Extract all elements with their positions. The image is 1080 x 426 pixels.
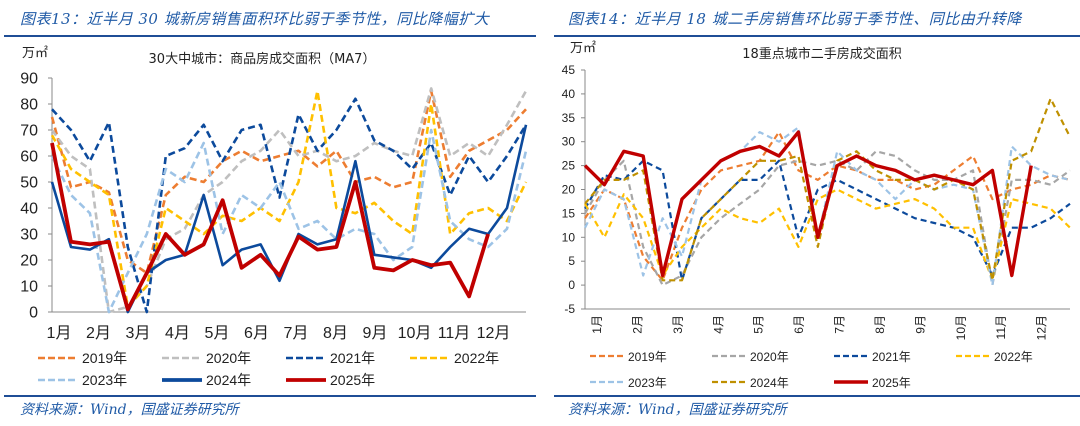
y-tick-label: 20 <box>20 252 38 269</box>
x-tick-label: 5月 <box>752 315 766 334</box>
x-tick-label: 6月 <box>244 325 269 342</box>
series-line-2023 <box>584 126 1071 287</box>
legend-label-2020: 2020年 <box>206 350 251 366</box>
x-tick-label: 12月 <box>477 325 511 342</box>
x-tick-label: 1月 <box>47 325 72 342</box>
y-tick-label: 50 <box>20 174 38 191</box>
series-line-2021 <box>51 97 528 314</box>
y-tick-label: 20 <box>562 183 576 197</box>
y-tick-label: 45 <box>562 63 576 77</box>
legend-label-2023: 2023年 <box>628 376 667 390</box>
x-tick-label: 1月 <box>590 315 604 334</box>
legend-label-2019: 2019年 <box>628 350 667 364</box>
y-tick-label: 30 <box>562 135 576 149</box>
chart-panel-second-hand: 图表14：近半月 18 城二手房销售环比弱于季节性、同比由升转降 万㎡ 18重点城… <box>540 0 1080 426</box>
x-tick-label: 3月 <box>126 325 151 342</box>
x-tick-label: 10月 <box>398 325 432 342</box>
legend-label-2021: 2021年 <box>330 350 375 366</box>
x-tick-label: 6月 <box>792 315 806 334</box>
y-tick-label: 90 <box>20 70 38 87</box>
legend-label-2025: 2025年 <box>872 376 911 390</box>
chart-second-hand-svg: 万㎡ 18重点城市二手房成交面积 -5 0 5 10 15 20 25 30 35 40 45 1月 2月 3… <box>562 41 1071 390</box>
series-line-2025 <box>50 142 490 312</box>
x-tick-label: 8月 <box>873 315 887 334</box>
y-tick-label: 70 <box>20 122 38 139</box>
series-line-2020 <box>584 150 1071 287</box>
x-tick-label: 2月 <box>630 315 644 334</box>
legend-label-2021: 2021年 <box>872 350 911 364</box>
series-line-2019 <box>50 89 527 275</box>
source-rule <box>4 395 536 397</box>
x-tick-label: 12月 <box>1035 315 1049 340</box>
series-line-2022 <box>584 188 1071 282</box>
legend-label-2024: 2024年 <box>750 376 789 390</box>
x-tick-label: 5月 <box>205 325 230 342</box>
y-tick-label: -5 <box>564 302 575 316</box>
chart-title: 30大中城市：商品房成交面积（MA7） <box>149 51 376 67</box>
y-tick-label: 40 <box>562 87 576 101</box>
legend-label-2023: 2023年 <box>82 372 127 388</box>
x-tick-label: 4月 <box>165 325 190 342</box>
title-rule <box>554 35 1080 37</box>
source-note: 资料来源：Wind，国盛证券研究所 <box>20 402 239 418</box>
x-tick-label: 10月 <box>954 315 968 340</box>
legend-label-2025: 2025年 <box>330 372 375 388</box>
x-tick-label: 9月 <box>363 325 388 342</box>
x-tick-label: 9月 <box>913 315 927 334</box>
series-line-2023 <box>50 128 528 314</box>
source-note: 资料来源：Wind，国盛证券研究所 <box>568 402 787 418</box>
x-tick-label: 11月 <box>438 325 471 342</box>
x-tick-label: 11月 <box>994 315 1008 339</box>
figure-title: 图表14：近半月 18 城二手房销售环比弱于季节性、同比由升转降 <box>568 10 1022 28</box>
y-axis-unit: 万㎡ <box>22 46 48 61</box>
legend-label-2022: 2022年 <box>454 350 499 366</box>
x-tick-label: 7月 <box>284 325 309 342</box>
y-tick-label: 15 <box>562 206 576 220</box>
y-tick-label: 0 <box>29 304 38 321</box>
legend-label-2020: 2020年 <box>750 350 789 364</box>
y-tick-label: 25 <box>562 159 576 173</box>
chart-new-homes-svg: 万㎡ 30大中城市：商品房成交面积（MA7） 0 10 20 30 40 50 60 70 80 90… <box>20 46 528 388</box>
y-tick-label: 30 <box>20 226 38 243</box>
y-tick-label: 60 <box>20 148 38 165</box>
y-tick-label: 0 <box>568 278 575 292</box>
source-rule <box>554 395 1080 397</box>
series-line-2024 <box>584 97 1071 282</box>
y-tick-label: 35 <box>562 111 576 125</box>
y-tick-label: 5 <box>568 254 575 268</box>
x-tick-label: 8月 <box>323 325 348 342</box>
y-tick-label: 40 <box>20 200 38 217</box>
figure-title: 图表13：近半月 30 城新房销售面积环比弱于季节性，同比降幅扩大 <box>20 10 490 28</box>
x-tick-label: 3月 <box>671 315 685 334</box>
x-tick-label: 4月 <box>711 315 725 334</box>
y-tick-label: 10 <box>20 278 38 295</box>
y-axis-unit: 万㎡ <box>570 41 596 56</box>
y-tick-label: 80 <box>20 96 38 113</box>
chart-title: 18重点城市二手房成交面积 <box>742 46 902 62</box>
y-tick-label: 10 <box>562 230 576 244</box>
legend-label-2024: 2024年 <box>206 372 251 388</box>
x-tick-label: 2月 <box>86 325 111 342</box>
title-rule <box>4 35 536 37</box>
series-line-2025 <box>583 130 1033 278</box>
chart-panel-new-homes: 图表13：近半月 30 城新房销售面积环比弱于季节性，同比降幅扩大 万㎡ 30大中… <box>4 10 536 418</box>
legend-label-2022: 2022年 <box>994 350 1033 364</box>
x-tick-label: 7月 <box>833 315 847 334</box>
series-line-2019 <box>584 131 1071 282</box>
legend-label-2019: 2019年 <box>82 350 127 366</box>
